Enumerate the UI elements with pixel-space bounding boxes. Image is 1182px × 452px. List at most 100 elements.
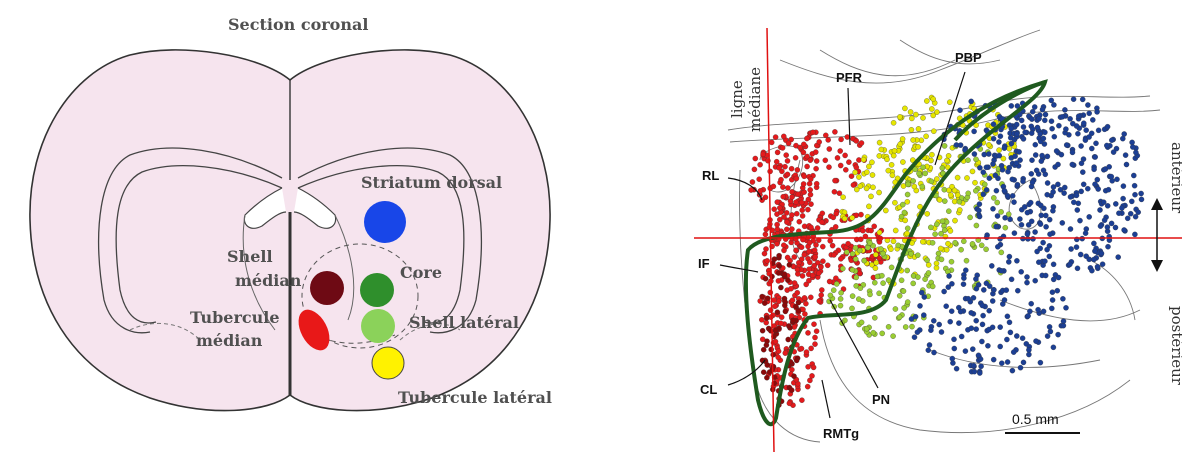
neuron-dot <box>983 164 990 171</box>
neuron-dot <box>1129 198 1135 205</box>
neuron-dot <box>897 141 903 147</box>
neuron-dot <box>1055 181 1061 188</box>
neuron-dot <box>979 302 986 309</box>
neuron-dot <box>812 334 818 341</box>
neuron-dot <box>837 296 844 302</box>
neuron-dot <box>1005 211 1012 217</box>
neuron-dot <box>1055 274 1062 281</box>
neuron-dot <box>980 169 987 175</box>
neuron-dot <box>1000 155 1007 162</box>
neuron-dot <box>1094 176 1101 183</box>
neuron-dot <box>794 289 801 296</box>
neuron-dot <box>782 308 789 315</box>
neuron-dot <box>934 176 940 182</box>
neuron-dot <box>854 186 860 193</box>
neuron-dot <box>936 321 942 328</box>
neuron-dot <box>973 156 979 163</box>
neuron-dot <box>986 307 992 314</box>
neuron-dot <box>952 217 958 224</box>
neuron-dot <box>784 226 790 233</box>
neuron-dot <box>910 178 916 184</box>
neuron-dot <box>1121 131 1127 137</box>
neuron-dot <box>775 354 781 361</box>
neuron-dot <box>995 244 1001 250</box>
neuron-dot <box>1055 331 1061 338</box>
neuron-dot <box>971 128 977 135</box>
neuron-dot <box>896 293 903 299</box>
neuron-dot <box>991 287 997 293</box>
neuron-dot <box>1038 158 1045 164</box>
neuron-dot <box>808 294 814 301</box>
neuron-dot <box>1080 156 1087 162</box>
label-cl: CL <box>700 382 717 397</box>
neuron-dot <box>956 304 962 311</box>
neuron-dot <box>957 142 964 148</box>
neuron-dot <box>1037 131 1043 137</box>
neuron-dot <box>908 127 915 133</box>
neuron-dot <box>832 177 838 184</box>
neuron-dot <box>945 240 951 247</box>
neuron-dot <box>1005 168 1011 175</box>
neuron-dot <box>1092 181 1098 187</box>
neuron-dot <box>865 244 871 251</box>
neuron-dot <box>868 227 874 234</box>
neuron-dot <box>981 151 987 158</box>
neuron-dot <box>1036 115 1042 122</box>
neuron-dot <box>917 203 923 210</box>
neuron-dot <box>830 287 837 293</box>
neuron-dot <box>958 246 964 253</box>
core-dot <box>360 273 394 307</box>
neuron-dot <box>976 213 983 220</box>
neuron-dot <box>975 352 982 359</box>
neuron-dot <box>1100 199 1107 205</box>
neuron-dot <box>863 325 870 332</box>
neuron-dot <box>904 299 911 305</box>
neuron-dot <box>831 252 837 258</box>
neuron-dot <box>782 163 788 170</box>
neuron-dot <box>892 306 899 312</box>
neuron-dot <box>1048 97 1055 104</box>
neuron-dot <box>1097 207 1103 213</box>
neuron-dot <box>1020 178 1026 185</box>
neuron-dot <box>952 239 958 246</box>
neuron-dot <box>1046 216 1053 223</box>
neuron-dot <box>980 191 987 198</box>
neuron-dot <box>1028 171 1035 177</box>
neuron-dot <box>819 287 825 293</box>
neuron-dot <box>842 152 848 159</box>
neuron-dot <box>1063 126 1069 132</box>
neuron-dot <box>816 298 823 304</box>
neuron-dot <box>872 279 878 286</box>
neuron-dot <box>793 199 799 205</box>
neuron-dot <box>1040 167 1047 174</box>
neuron-dot <box>993 223 999 230</box>
neuron-dot <box>1039 106 1046 113</box>
neuron-dot <box>931 128 937 134</box>
neuron-dots <box>748 94 1145 408</box>
neuron-dot <box>813 158 820 164</box>
neuron-dot <box>778 314 785 320</box>
neuron-dot <box>920 115 926 121</box>
neuron-dot <box>997 324 1003 330</box>
neuron-dot <box>774 221 780 228</box>
neuron-dot <box>769 273 775 280</box>
neuron-dot <box>1104 203 1111 209</box>
neuron-dot <box>806 266 812 272</box>
neuron-dot <box>928 178 935 185</box>
tubercule-median-dot <box>298 309 330 351</box>
neuron-dot <box>813 180 820 187</box>
neuron-dot <box>1017 157 1023 163</box>
neuron-dot <box>816 139 822 145</box>
neuron-dot <box>857 183 864 189</box>
neuron-dot <box>1008 140 1015 147</box>
neuron-dot <box>1032 229 1038 235</box>
neuron-dot <box>876 139 883 146</box>
neuron-dot <box>1044 246 1050 253</box>
neuron-dot <box>1018 269 1024 275</box>
neuron-dot <box>852 245 859 251</box>
neuron-dot <box>801 173 807 180</box>
label-rl: RL <box>702 168 719 183</box>
neuron-dot <box>947 99 953 105</box>
neuron-dot <box>1032 152 1039 158</box>
neuron-dot <box>764 338 770 344</box>
